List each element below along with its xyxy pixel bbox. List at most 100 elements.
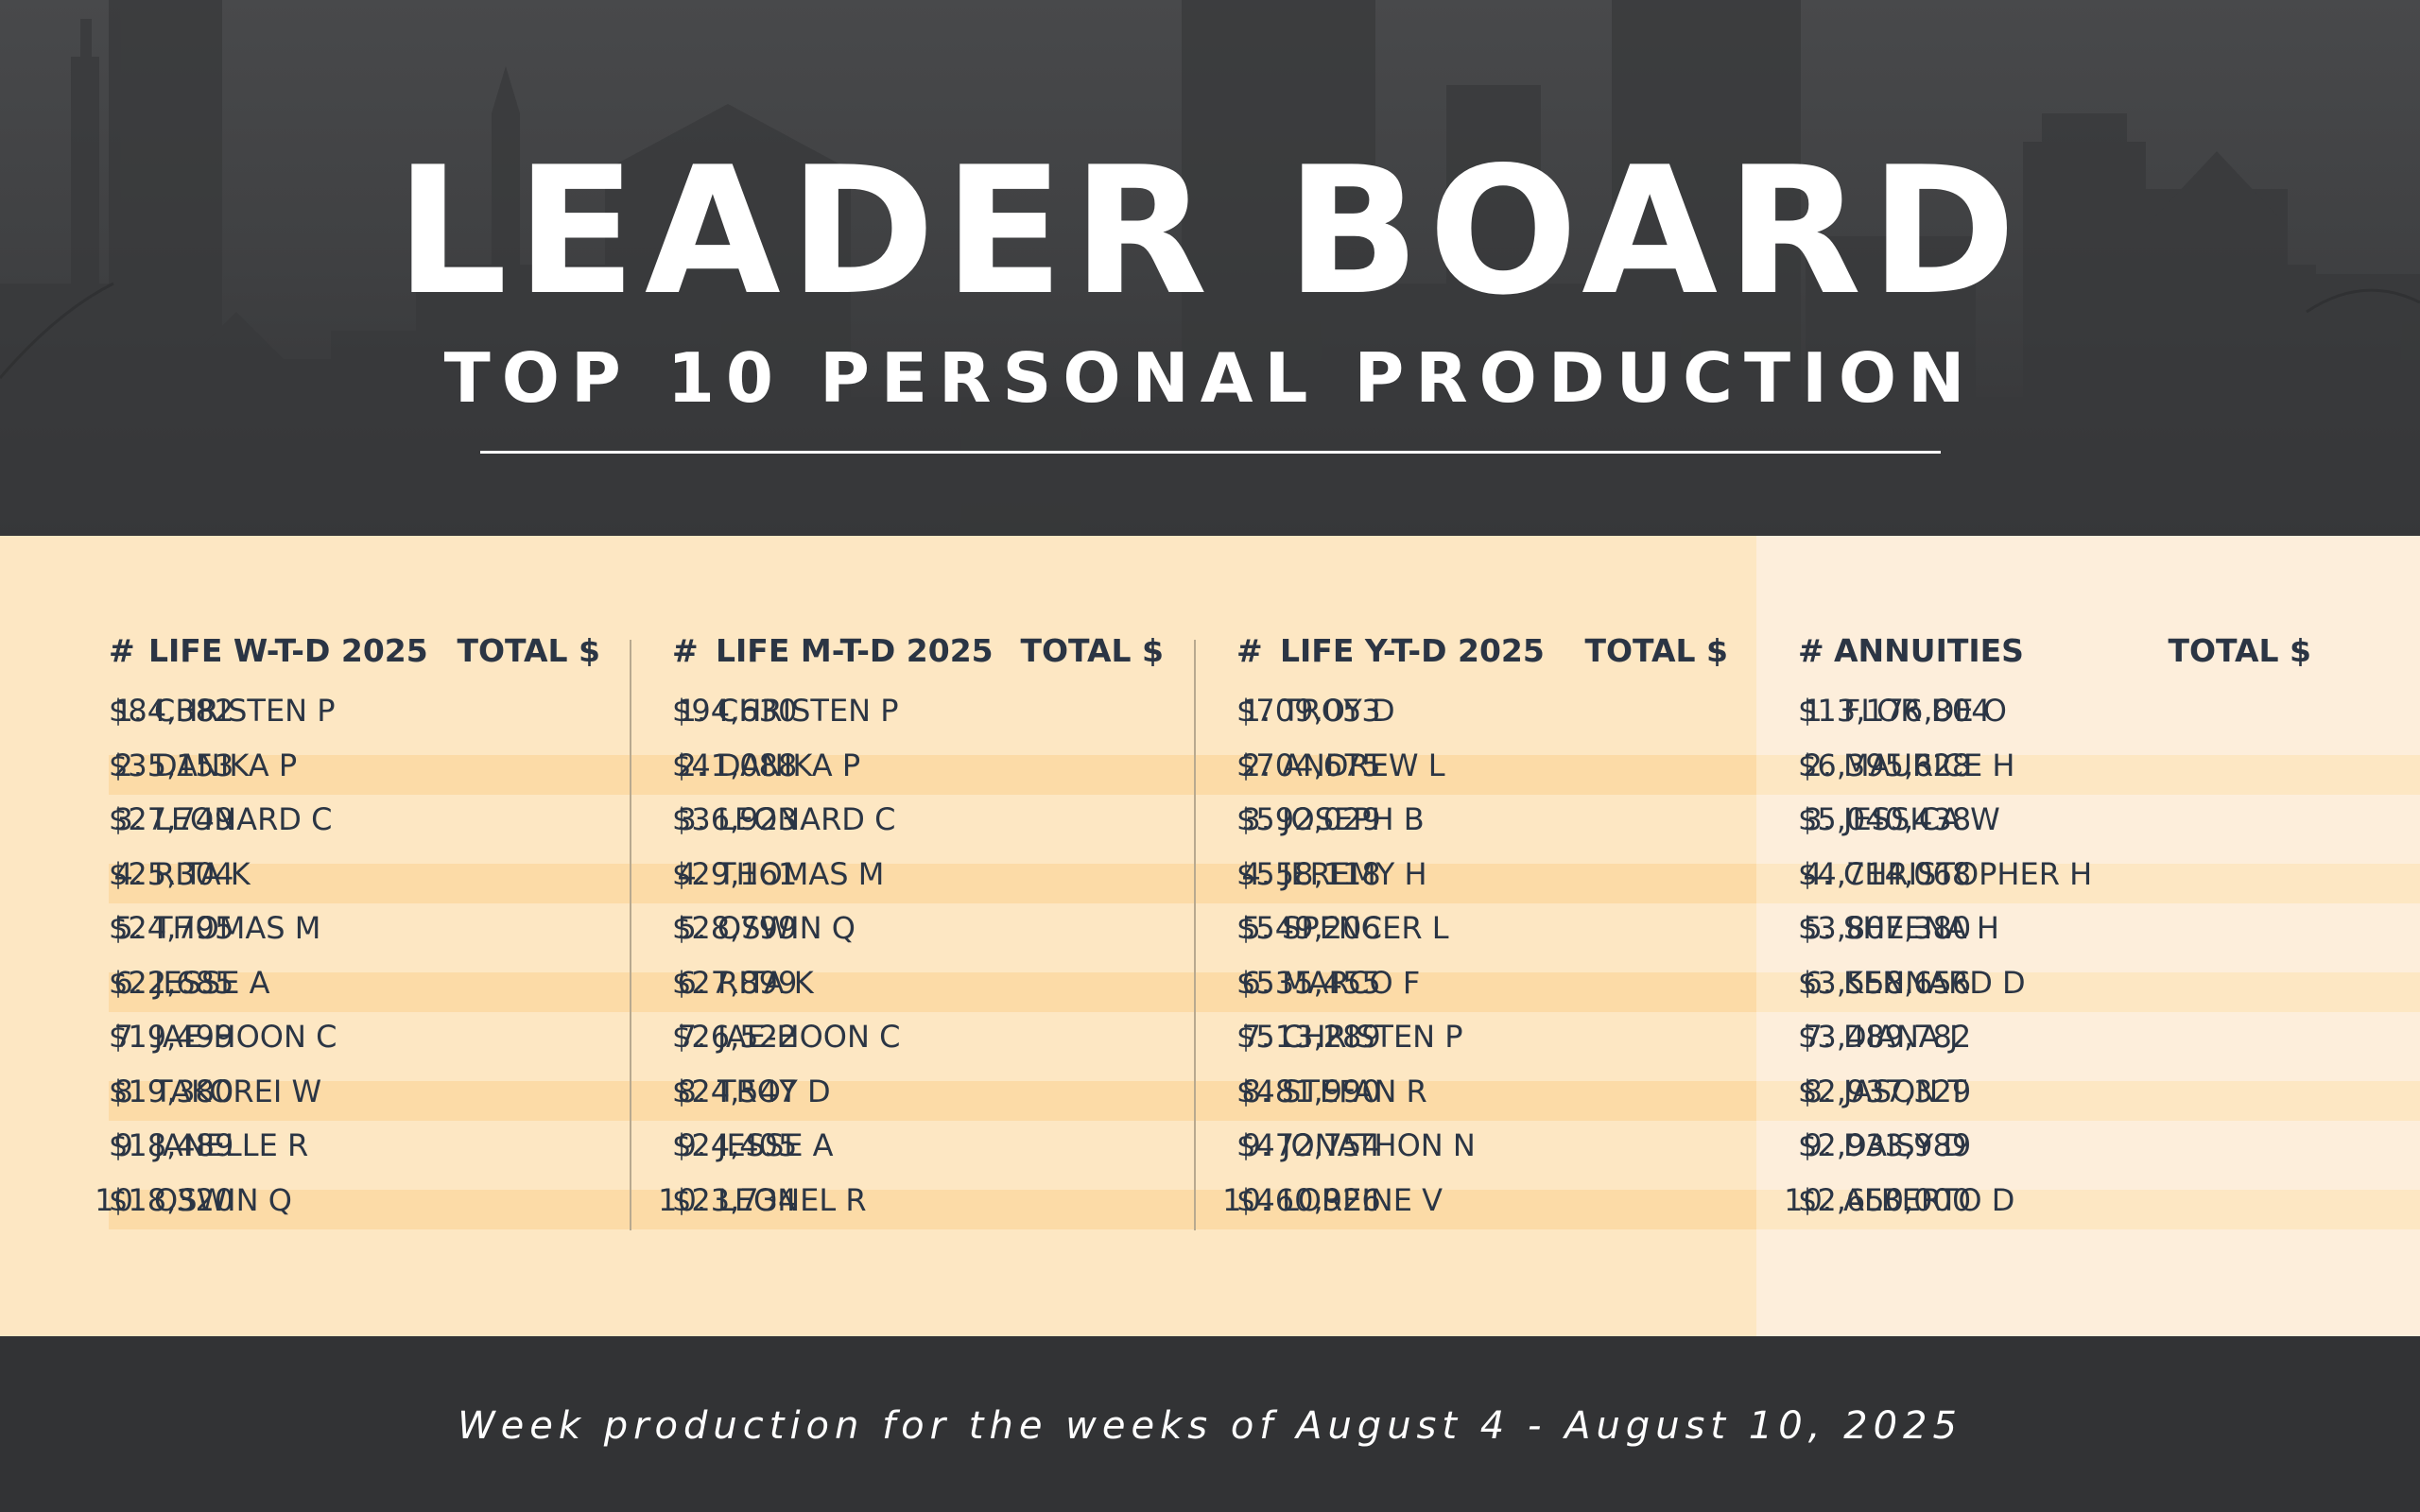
total-amount: $35,153 (109, 747, 234, 783)
rank-number: 1. (1803, 693, 1832, 729)
total-amount: $2,933,989 (1798, 1127, 1972, 1163)
rank-number: 7. (1241, 1019, 1270, 1055)
total-amount: $27,899 (672, 964, 798, 1001)
leader-row: 7. JAE-HOON C $19,499 (109, 1010, 600, 1065)
total-label: TOTAL $ (1020, 632, 1164, 669)
rank-number: 7. (113, 1019, 143, 1055)
row-stripe (1756, 864, 2420, 903)
rank-number: 6. (1803, 964, 1832, 1001)
total-amount: $6,395,628 (1798, 747, 1972, 783)
leader-rows: 1. CHRISTEN P $94,630 2. DANIKA P $41,088 3. LE… (658, 684, 1164, 1228)
total-amount: $3,558,656 (1798, 964, 1972, 1001)
leader-row: 1. TROY D $709,053 (1236, 684, 1728, 739)
leader-name: THOMAS M (717, 855, 885, 892)
total-amount: $481,990 (1236, 1073, 1381, 1109)
leader-name: RITA K (717, 964, 814, 1001)
rank-number: 8. (1241, 1073, 1270, 1109)
leader-row: 10. LOREINE V $460,926 (1222, 1174, 1728, 1228)
leader-rows: 1. CHRISTEN P $84,382 2. DANIKA P $35,153 3. LE… (95, 684, 600, 1228)
leader-row: 9. DAISY D $2,933,989 (1798, 1119, 2311, 1174)
leader-name: CHRISTEN P (717, 693, 899, 729)
total-amount: $472,754 (1236, 1127, 1381, 1163)
leader-name: RITA K (154, 855, 251, 892)
leader-row: 2. DANIKA P $35,153 (109, 739, 600, 794)
total-amount: $2,937,329 (1798, 1073, 1972, 1109)
rank-number: 7. (1803, 1019, 1832, 1055)
total-amount: $5,040,438 (1798, 801, 1972, 837)
category-label: ANNUITIES (1834, 632, 2024, 669)
leader-row: 10. ALBERTO D $2,650,000 (1784, 1174, 2311, 1228)
rank-number: 7. (677, 1019, 706, 1055)
rank-number: 4. (677, 855, 706, 892)
leader-row: 8. TAKOREI W $19,380 (109, 1065, 600, 1120)
row-stripe (1756, 1081, 2420, 1121)
total-amount: $84,382 (109, 693, 234, 729)
rank-number: 8. (677, 1073, 706, 1109)
leader-name: OSWIN Q (154, 1181, 292, 1218)
leader-row: 5. SPENCER L $549,206 (1236, 902, 1728, 956)
total-amount: $18,320 (109, 1181, 234, 1218)
rank-number: 9. (677, 1127, 706, 1163)
column-header: # LIFE Y-T-D 2025 TOTAL $ (1236, 623, 1728, 679)
leaderboard-panel: # LIFE W-T-D 2025 TOTAL $ 1. CHRISTEN P $8… (0, 536, 2420, 1336)
leader-name: FLOR DE O (1843, 693, 2007, 729)
leader-row: 8. TROY D $24,547 (672, 1065, 1164, 1120)
rank-number: 10. (1222, 1181, 1270, 1218)
life-mtd-column: # LIFE M-T-D 2025 TOTAL $ 1. CHRISTEN P $9… (658, 623, 1164, 1265)
leader-name: TAKOREI W (154, 1073, 322, 1109)
leader-row: 5. THOMAS M $24,795 (109, 902, 600, 956)
rank-number: 5. (1803, 910, 1832, 946)
column-separator (1194, 640, 1196, 1230)
rank-number: 1. (677, 693, 706, 729)
leader-name: JESSICA W (1843, 801, 2000, 837)
total-amount: $549,206 (1236, 910, 1381, 946)
total-amount: $94,630 (672, 693, 798, 729)
row-stripe (109, 972, 1756, 1012)
leader-name: JAE-HOON C (717, 1019, 901, 1055)
leader-name: JAE-HOON C (154, 1019, 337, 1055)
rank-number: 5. (113, 910, 143, 946)
rank-number: 10. (95, 1181, 143, 1218)
leader-rows: 1. FLOR DE O $13,176,804 2. MAURICE H $6,395,… (1784, 684, 2311, 1228)
leader-row: 6. MARCO F $535,455 (1236, 956, 1728, 1011)
rank-hash: # (1236, 632, 1263, 669)
leader-name: STEFAN R (1282, 1073, 1427, 1109)
leader-name: SPENCER L (1282, 910, 1449, 946)
title-divider (480, 451, 1941, 454)
rank-number: 9. (1803, 1127, 1832, 1163)
category-label: LIFE W-T-D 2025 (148, 632, 428, 669)
leader-row: 4. THOMAS M $29,161 (672, 848, 1164, 902)
rank-number: 8. (1803, 1073, 1832, 1109)
rank-number: 10. (658, 1181, 706, 1218)
category-label: LIFE M-T-D 2025 (716, 632, 994, 669)
total-amount: $18,489 (109, 1127, 234, 1163)
leader-name: CHRISTEN P (1282, 1019, 1463, 1055)
rank-hash: # (1798, 632, 1824, 669)
row-stripe (109, 755, 1756, 795)
leader-row: 5. SHEENA H $3,807,380 (1798, 902, 2311, 956)
leader-name: CHRISTEN P (154, 693, 336, 729)
rank-number: 2. (113, 747, 143, 783)
leader-row: 1. CHRISTEN P $94,630 (672, 684, 1164, 739)
leader-row: 1. FLOR DE O $13,176,804 (1798, 684, 2311, 739)
row-stripe (1756, 972, 2420, 1012)
rank-number: 5. (677, 910, 706, 946)
leader-name: TROY D (1282, 693, 1395, 729)
rank-number: 9. (1241, 1127, 1270, 1163)
leader-row: 1. CHRISTEN P $84,382 (109, 684, 600, 739)
leader-row: 2. ANDREW L $704,675 (1236, 739, 1728, 794)
rank-number: 9. (113, 1127, 143, 1163)
page-title: LEADER BOARD (395, 129, 2025, 334)
total-label: TOTAL $ (2168, 632, 2311, 669)
total-amount: $3,489,782 (1798, 1019, 1972, 1055)
total-amount: $24,547 (672, 1073, 798, 1109)
leader-name: TROY D (717, 1073, 831, 1109)
leader-name: DIANA J (1843, 1019, 1959, 1055)
leader-row: 4. JEREMY H $558,118 (1236, 848, 1728, 902)
rank-number: 3. (1803, 801, 1832, 837)
rank-hash: # (672, 632, 699, 669)
leader-name: JOSEPH B (1282, 801, 1425, 837)
total-amount: $24,795 (109, 910, 234, 946)
leader-name: KENNARD D (1843, 964, 2026, 1001)
total-amount: $592,029 (1236, 801, 1381, 837)
